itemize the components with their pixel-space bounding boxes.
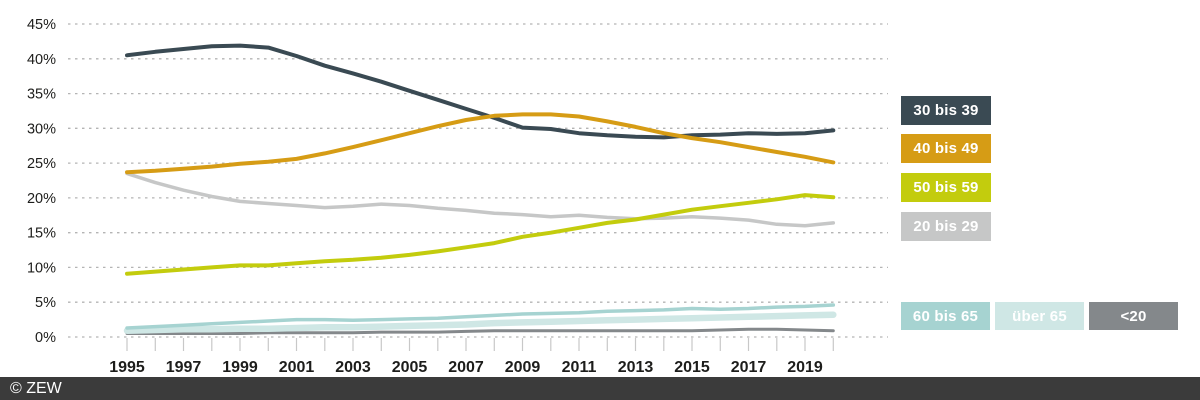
legend-label-40-bis-49: 40 bis 49 (913, 140, 979, 157)
legend-label-30-bis-39: 30 bis 39 (913, 102, 979, 119)
x-axis-ticks (126, 338, 834, 351)
legend-badge-unter-20: <20 (1089, 302, 1178, 330)
legend-label-20-bis-29: 20 bis 29 (913, 218, 979, 235)
line-40-bis-49 (125, 112, 836, 175)
x-tick-label: 2007 (448, 359, 484, 376)
legend-label-ueber-65: über 65 (1012, 307, 1067, 325)
x-tick-label: 2013 (618, 359, 654, 376)
legend-label-60-bis-65: 60 bis 65 (912, 307, 979, 325)
line-20-bis-29 (125, 171, 836, 228)
y-tick-label: 30% (27, 121, 56, 137)
legend-badge-ueber-65: über 65 (995, 302, 1084, 330)
y-tick-label: 45% (27, 17, 56, 33)
y-tick-label: 25% (27, 156, 56, 172)
legend-badge-60-bis-65: 60 bis 65 (901, 302, 990, 330)
line-30-bis-39 (125, 43, 836, 140)
legend-badge-20-bis-29: 20 bis 29 (901, 212, 991, 241)
y-tick-label: 0% (35, 330, 56, 346)
x-tick-label: 2003 (335, 359, 371, 376)
x-tick-label: 2009 (505, 359, 541, 376)
legend-badge-40-bis-49: 40 bis 49 (901, 134, 991, 163)
x-tick-label: 1997 (166, 359, 202, 376)
x-tick-label: 1999 (222, 359, 258, 376)
x-tick-label: 1995 (109, 359, 145, 376)
x-tick-label: 2015 (674, 359, 710, 376)
x-tick-label: 2017 (731, 359, 767, 376)
y-tick-label: 35% (27, 87, 56, 103)
y-tick-label: 40% (27, 52, 56, 68)
y-tick-label: 15% (27, 226, 56, 242)
x-axis-labels: 1995 1997 1999 2001 2003 2005 2007 2009 2011 2013… (109, 359, 823, 376)
legend-badge-50-bis-59: 50 bis 59 (901, 173, 991, 202)
y-tick-label: 5% (35, 295, 56, 311)
copyright-bar: © ZEW (0, 377, 1200, 400)
x-tick-label: 2005 (392, 359, 428, 376)
line-60-bis-65 (125, 303, 836, 330)
gridlines (68, 23, 888, 338)
legend-label-50-bis-59: 50 bis 59 (913, 179, 979, 196)
copyright-text: © ZEW (10, 380, 62, 397)
line-50-bis-59 (125, 193, 836, 276)
x-tick-label: 2019 (787, 359, 823, 376)
series-lines (123, 43, 837, 335)
y-tick-label: 10% (27, 260, 56, 276)
line--20 (125, 327, 835, 335)
line--ber-65 (123, 311, 837, 334)
x-tick-label: 2011 (562, 359, 597, 376)
y-axis-labels: 0% 5% 10% 15% 20% 25% 30% 35% 40% 45% (27, 17, 56, 346)
legend-label-unter-20: <20 (1120, 307, 1147, 325)
y-tick-label: 20% (27, 191, 56, 207)
x-tick-label: 2001 (279, 359, 315, 376)
legend-badge-30-bis-39: 30 bis 39 (901, 96, 991, 125)
